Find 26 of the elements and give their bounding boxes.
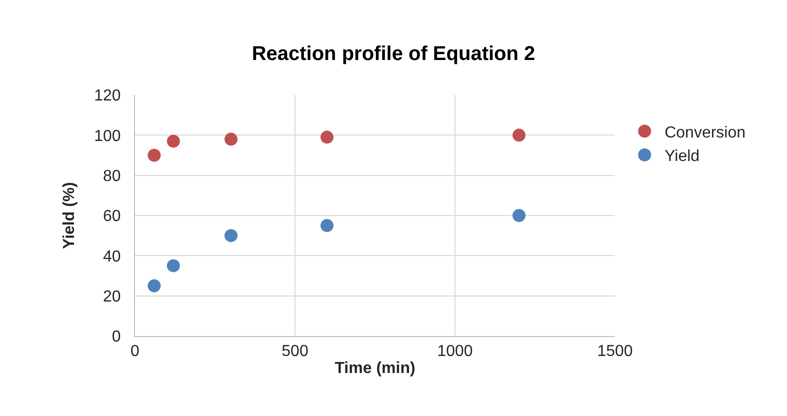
legend-label: Yield [664,148,700,166]
y-tick-label: 80 [103,168,121,185]
chart-title: Reaction profile of Equation 2 [252,42,536,65]
point [224,229,238,242]
point [148,148,161,162]
point [148,279,161,292]
y-tick-label: 100 [94,128,121,145]
point [166,259,180,272]
y-tick-label: 0 [112,328,121,346]
y-axis-title: Yield (%) [60,182,78,249]
point [512,128,526,142]
point [320,130,334,144]
y-tick-label: 60 [103,208,121,226]
point [512,209,526,222]
x-tick-label: 500 [282,343,308,360]
x-tick-label: 1000 [437,343,473,360]
x-tick-label: 0 [130,343,140,360]
point [224,132,238,146]
legend-label: Conversion [664,124,746,142]
point [320,219,334,232]
y-tick-label: 40 [103,248,121,266]
y-tick-label: 20 [103,288,121,306]
x-axis-title: Time (min) [334,360,416,377]
point [166,134,180,148]
x-tick-label: 1500 [597,343,633,360]
y-tick-label: 120 [94,88,121,105]
